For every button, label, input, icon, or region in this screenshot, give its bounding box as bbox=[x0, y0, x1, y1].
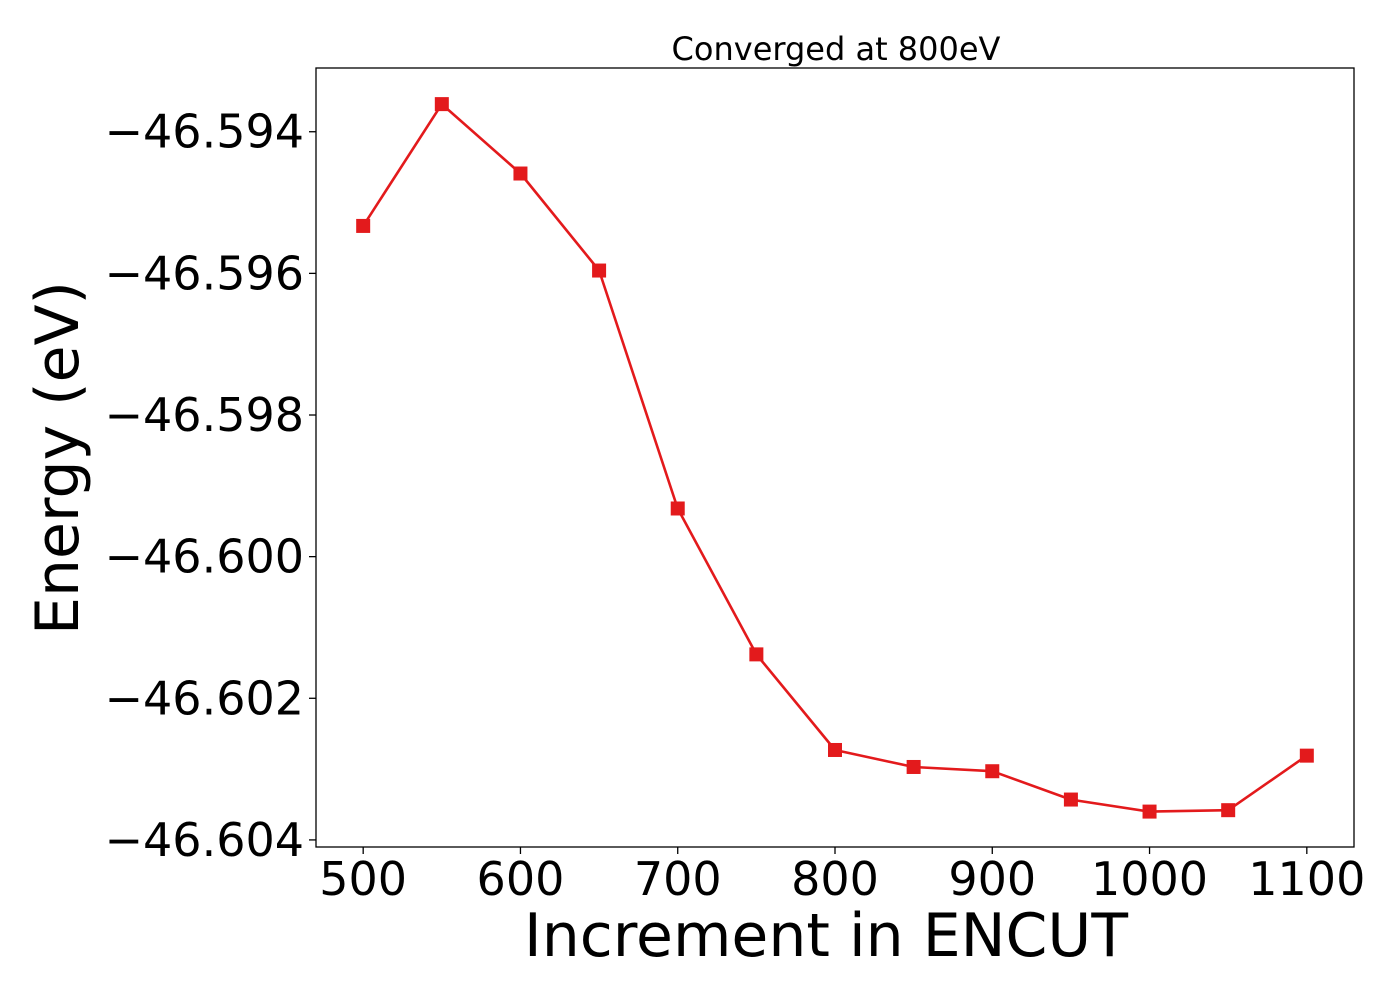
data-point-marker bbox=[1142, 804, 1157, 819]
data-point-marker bbox=[513, 166, 528, 181]
y-axis-label: Energy (eV) bbox=[23, 281, 93, 635]
data-point-marker bbox=[356, 218, 371, 233]
y-tick-label: −46.598 bbox=[105, 388, 305, 442]
data-point-marker bbox=[1063, 792, 1078, 807]
x-tick-label: 500 bbox=[319, 852, 407, 906]
y-tick-label: −46.600 bbox=[105, 530, 305, 584]
x-tick-label: 1000 bbox=[1091, 852, 1208, 906]
data-point-marker bbox=[1299, 748, 1314, 763]
data-point-marker bbox=[749, 647, 764, 662]
x-tick-label: 900 bbox=[948, 852, 1036, 906]
chart-title: Converged at 800eV bbox=[672, 30, 1001, 68]
data-point-marker bbox=[985, 764, 1000, 779]
data-point-marker bbox=[1221, 803, 1236, 818]
y-tick-label: −46.594 bbox=[105, 105, 305, 159]
x-tick-label: 1100 bbox=[1248, 852, 1365, 906]
x-tick-label: 800 bbox=[791, 852, 879, 906]
data-point-marker bbox=[434, 97, 449, 112]
data-point-marker bbox=[592, 263, 607, 278]
plot-area: 500 600 700 800 900 1000 1100 −46.594 −46.596 −46… bbox=[105, 67, 1365, 906]
x-tick-label: 700 bbox=[634, 852, 722, 906]
data-point-marker bbox=[828, 742, 842, 757]
y-tick-label: −46.596 bbox=[105, 246, 305, 300]
data-point-marker bbox=[906, 759, 921, 774]
y-tick-label: −46.604 bbox=[105, 813, 305, 867]
x-axis-label: Increment in ENCUT bbox=[524, 901, 1128, 971]
data-point-marker bbox=[670, 501, 685, 516]
x-tick-label: 600 bbox=[477, 852, 565, 906]
y-tick-label: −46.602 bbox=[105, 671, 305, 725]
